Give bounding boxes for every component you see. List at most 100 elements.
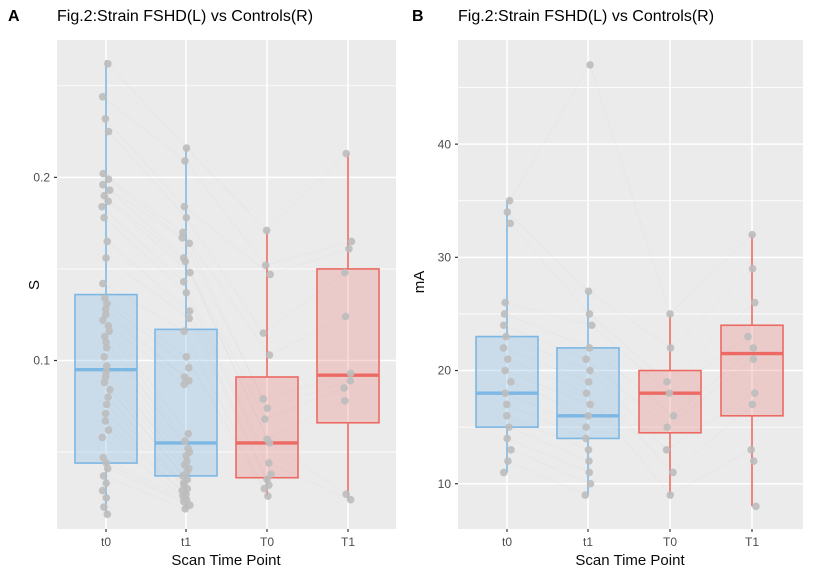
connector-line — [105, 376, 188, 473]
jitter-point — [584, 287, 593, 296]
connector-line — [101, 206, 184, 283]
jitter-point — [666, 344, 675, 352]
jitter-point — [506, 219, 515, 228]
connector-line — [669, 336, 749, 394]
jitter-point — [104, 393, 112, 401]
jitter-point — [104, 197, 112, 205]
jitter-point — [340, 384, 348, 392]
connector-line — [189, 272, 270, 444]
connector-line — [504, 313, 590, 349]
jitter-point — [499, 344, 508, 352]
connector-line — [105, 308, 185, 378]
panel-b-title: Fig.2:Strain FSHD(L) vs Controls(R) — [458, 8, 715, 25]
panel-a-x-axis-title: Scan Time Point — [171, 552, 281, 569]
connector-line — [507, 438, 590, 473]
jitter-point — [662, 445, 671, 454]
jitter-point — [181, 157, 189, 165]
jitter-point — [341, 396, 349, 405]
jitter-point — [586, 479, 595, 488]
jitter-point — [100, 191, 109, 200]
jitter-point — [499, 321, 508, 330]
jitter-point — [752, 502, 760, 511]
x-tick-label: T1 — [341, 535, 355, 549]
jitter-point — [585, 457, 593, 465]
connector-line — [103, 173, 184, 233]
jitter-point — [261, 261, 270, 270]
jitter-point — [102, 494, 111, 502]
jitter-point — [669, 468, 677, 477]
jitter-point — [585, 344, 594, 352]
jitter-point — [103, 464, 112, 473]
connector-line — [263, 272, 346, 334]
connector-line — [505, 336, 591, 371]
jitter-point — [500, 310, 509, 318]
connector-line — [269, 442, 347, 495]
connector-line — [184, 261, 268, 440]
jitter-point — [106, 386, 114, 394]
connector-line — [503, 324, 587, 360]
jitter-point — [102, 254, 110, 262]
connector-line — [265, 241, 352, 266]
connector-line — [589, 370, 667, 451]
connector-line — [184, 160, 266, 266]
x-tick-label: t1 — [181, 535, 191, 549]
connector-line — [102, 283, 185, 332]
jitter-point — [503, 355, 512, 364]
connector-line — [189, 310, 268, 480]
x-tick-label: t1 — [583, 535, 593, 549]
connector-line — [505, 392, 587, 428]
connector-line — [107, 63, 187, 149]
connector-line — [181, 237, 264, 400]
jitter-point — [99, 472, 108, 480]
jitter-point — [347, 237, 356, 246]
x-tick-label: t0 — [502, 535, 512, 549]
jitter-point — [265, 459, 273, 467]
jitter-point — [260, 484, 269, 493]
connector-line — [107, 396, 184, 484]
jitter-point — [100, 378, 109, 387]
jitter-point — [102, 338, 110, 346]
panel-a-tag: A — [8, 8, 20, 25]
connector-line — [266, 153, 347, 231]
connector-line — [588, 381, 674, 473]
jitter-point — [749, 457, 758, 465]
connector-line — [108, 325, 189, 435]
connector-line — [102, 319, 185, 385]
connector-line — [510, 381, 589, 417]
connector-line — [508, 426, 590, 462]
connector-line — [509, 64, 591, 201]
connector-line — [670, 268, 753, 349]
connector-line — [507, 358, 587, 394]
jitter-point — [499, 468, 508, 477]
connector-line — [108, 330, 186, 442]
connector-line — [270, 248, 350, 275]
jitter-point — [103, 510, 112, 519]
panel-background — [458, 40, 803, 529]
connector-line — [105, 341, 190, 453]
jitter-point — [100, 503, 108, 511]
jitter-point — [184, 364, 193, 372]
jitter-point — [503, 412, 511, 420]
panel-background — [57, 40, 396, 529]
connector-line — [107, 468, 191, 506]
connector-line — [103, 217, 187, 294]
connector-line — [104, 195, 186, 262]
jitter-point — [582, 423, 590, 431]
jitter-point — [102, 479, 111, 488]
jitter-point — [101, 114, 110, 123]
jitter-point — [586, 366, 594, 375]
jitter-point — [750, 389, 759, 397]
jitter-point — [98, 486, 107, 495]
jitter-point — [99, 316, 107, 325]
y-tick-label: 10 — [438, 477, 452, 491]
jitter-point — [180, 380, 189, 389]
connector-line — [106, 347, 187, 456]
jitter-point — [101, 409, 110, 418]
connector-line — [103, 457, 187, 501]
jitter-point — [179, 497, 188, 506]
connector-line — [589, 347, 674, 417]
connector-line — [109, 389, 188, 480]
jitter-point — [185, 307, 194, 315]
jitter-point — [507, 445, 515, 454]
jitter-point — [342, 490, 350, 499]
